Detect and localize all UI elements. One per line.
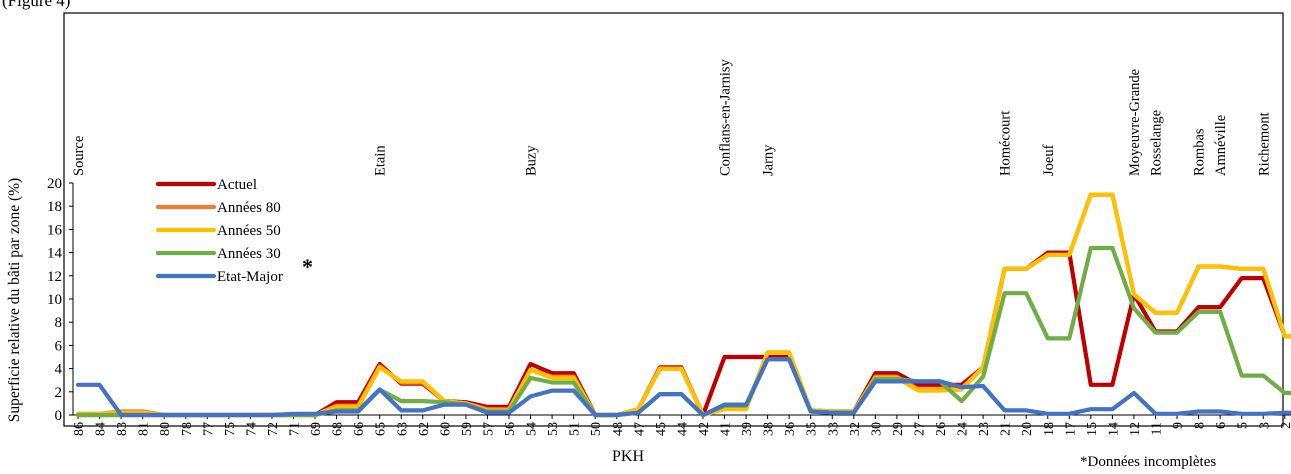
x-tick-label: 21 bbox=[999, 422, 1014, 436]
x-tick-label: 65 bbox=[374, 422, 389, 436]
x-tick-label: 38 bbox=[762, 422, 777, 436]
x-tick-label: 66 bbox=[352, 422, 367, 436]
x-tick-label: 33 bbox=[826, 422, 841, 436]
x-tick-label: 81 bbox=[137, 422, 152, 436]
x-tick-label: 60 bbox=[438, 422, 453, 436]
y-tick-label: 8 bbox=[55, 315, 63, 331]
x-tick-label: 44 bbox=[675, 422, 690, 436]
x-tick-label: 17 bbox=[1063, 422, 1078, 436]
y-tick-label: 14 bbox=[47, 246, 63, 262]
x-tick-label: 53 bbox=[546, 422, 561, 436]
place-label: Moyeuvre-Grande bbox=[1127, 69, 1143, 176]
place-label: Conflans-en-Jarnisy bbox=[718, 58, 734, 176]
y-tick-label: 4 bbox=[55, 362, 63, 378]
x-tick-label: 35 bbox=[805, 422, 820, 436]
place-label: Source bbox=[71, 136, 87, 176]
x-tick-label: 68 bbox=[331, 422, 346, 436]
place-label: Joeuf bbox=[1041, 144, 1057, 176]
x-tick-label: 45 bbox=[654, 422, 669, 436]
x-tick-label: 69 bbox=[309, 422, 324, 436]
x-tick-label: 84 bbox=[94, 422, 109, 436]
x-tick-label: 62 bbox=[417, 422, 432, 436]
place-label: Etain bbox=[373, 145, 389, 176]
x-tick-label: 72 bbox=[266, 422, 281, 436]
x-tick-label: 24 bbox=[956, 422, 971, 436]
y-tick-label: 0 bbox=[55, 408, 63, 424]
x-tick-label: 48 bbox=[611, 422, 626, 436]
place-label: Jarny bbox=[761, 144, 777, 176]
y-tick-label: 18 bbox=[47, 199, 62, 215]
x-tick-label: 59 bbox=[460, 422, 475, 436]
x-tick-label: 18 bbox=[1042, 422, 1057, 436]
y-tick-label: 6 bbox=[55, 338, 63, 354]
x-tick-label: 9 bbox=[1171, 422, 1186, 429]
x-tick-label: 50 bbox=[589, 422, 604, 436]
place-labels: Source Etain Buzy Conflans-en-Jarnisy Jarny H… bbox=[71, 58, 1272, 176]
y-tick-label: 20 bbox=[47, 176, 62, 192]
plot-frame bbox=[63, 12, 1284, 427]
place-label: Rosselange bbox=[1149, 110, 1165, 176]
legend-label: Années 50 bbox=[217, 223, 281, 239]
x-tick-label: 54 bbox=[525, 422, 540, 436]
x-tick-label: 29 bbox=[891, 422, 906, 436]
x-tick-label: 47 bbox=[632, 422, 647, 436]
x-tick-label: 39 bbox=[740, 422, 755, 436]
figure-reference: (Figure 4) bbox=[2, 0, 71, 10]
legend-label: Etat-Major bbox=[217, 269, 283, 285]
x-tick-label: 36 bbox=[783, 422, 798, 436]
x-tick-label: 20 bbox=[1020, 422, 1035, 436]
x-tick-label: 51 bbox=[568, 422, 583, 436]
x-axis-label: PKH bbox=[612, 448, 644, 465]
y-tick-label: 16 bbox=[47, 222, 63, 238]
x-tick-label: 86 bbox=[72, 422, 87, 436]
place-label: Amnéville bbox=[1213, 115, 1229, 176]
y-axis-label: Superficie relative du bâti par zone (%) bbox=[6, 178, 23, 422]
x-tick-label: 74 bbox=[244, 422, 259, 436]
x-tick-label: 3 bbox=[1257, 422, 1272, 429]
x-tick-label: 63 bbox=[395, 422, 410, 436]
x-tick-label: 8 bbox=[1193, 422, 1208, 429]
x-tick-label: 5 bbox=[1236, 422, 1251, 429]
y-tick-label: 2 bbox=[55, 385, 63, 401]
x-tick-label: 57 bbox=[481, 422, 496, 436]
x-tick-label: 41 bbox=[719, 422, 734, 436]
y-axis: 0 2 4 6 8 10 12 14 16 18 20 bbox=[47, 176, 74, 424]
legend-asterisk: * bbox=[302, 254, 313, 279]
x-tick-label: 27 bbox=[912, 422, 927, 436]
x-tick-label: 71 bbox=[288, 422, 303, 436]
x-tick-label: 6 bbox=[1214, 422, 1229, 429]
x-tick-label: 56 bbox=[503, 422, 518, 436]
place-label: Buzy bbox=[524, 145, 540, 176]
x-tick-label: 14 bbox=[1106, 422, 1121, 436]
x-tick-label: 11 bbox=[1150, 422, 1165, 435]
series-lines bbox=[75, 192, 1291, 418]
y-tick-label: 10 bbox=[47, 292, 62, 308]
x-tick-label: 32 bbox=[848, 422, 863, 436]
legend: Actuel Années 80 Années 50 Années 30 Etat-Ma… bbox=[155, 177, 313, 285]
x-axis: 86 84 83 81 80 78 77 75 74 72 71 69 68 66 65 63 62 60 59 57… bbox=[72, 414, 1291, 436]
x-tick-label: 26 bbox=[934, 422, 949, 436]
series-line bbox=[75, 357, 1291, 418]
legend-label: Actuel bbox=[217, 177, 257, 193]
x-tick-label: 15 bbox=[1085, 422, 1100, 436]
x-tick-label: 83 bbox=[115, 422, 130, 436]
x-tick-label: 77 bbox=[201, 422, 216, 436]
legend-label: Années 30 bbox=[217, 246, 281, 262]
x-tick-label: 80 bbox=[158, 422, 173, 436]
x-tick-label: 75 bbox=[223, 422, 238, 436]
x-tick-label: 2 bbox=[1279, 422, 1291, 429]
x-tick-label: 42 bbox=[697, 422, 712, 436]
footnote: *Données incomplètes bbox=[1080, 454, 1216, 470]
x-tick-label: 23 bbox=[977, 422, 992, 436]
y-tick-label: 12 bbox=[47, 269, 62, 285]
place-label: Richemont bbox=[1256, 112, 1272, 176]
place-label: Rombas bbox=[1192, 128, 1208, 176]
legend-label: Années 80 bbox=[217, 200, 281, 216]
x-tick-label: 78 bbox=[180, 422, 195, 436]
place-label: Homécourt bbox=[998, 111, 1014, 176]
x-tick-label: 12 bbox=[1128, 422, 1143, 436]
x-tick-label: 30 bbox=[869, 422, 884, 436]
